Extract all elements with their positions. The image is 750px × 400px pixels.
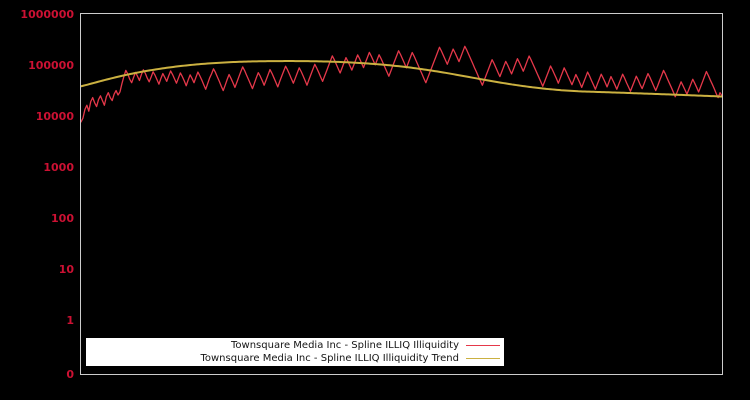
chart-legend: Townsquare Media Inc - Spline ILLIQ Illi…: [86, 338, 504, 366]
y-tick-label-1000000: 1000000: [20, 8, 74, 21]
legend-label-trend: Townsquare Media Inc - Spline ILLIQ Illi…: [200, 353, 459, 364]
y-tick-label-1000: 1000: [43, 161, 74, 174]
legend-swatch-trend-icon: [466, 358, 500, 359]
y-tick-label-1: 1: [66, 314, 74, 327]
illiquidity-trend-line: [81, 60, 722, 98]
legend-entry-series: Townsquare Media Inc - Spline ILLIQ Illi…: [231, 339, 500, 352]
series-canvas: [81, 45, 722, 123]
y-tick-label-10000: 10000: [35, 110, 74, 123]
legend-label-series: Townsquare Media Inc - Spline ILLIQ Illi…: [231, 340, 459, 351]
y-axis-tick-labels: 1000000 100000 10000 1000 100 10 1 0: [0, 0, 80, 400]
y-tick-label-100: 100: [51, 212, 74, 225]
y-tick-label-0: 0: [66, 368, 74, 381]
plot-area: [80, 13, 723, 375]
illiquidity-series-line: [81, 45, 722, 123]
legend-swatch-series-icon: [466, 345, 500, 346]
y-tick-label-100000: 100000: [28, 59, 74, 72]
legend-entry-trend: Townsquare Media Inc - Spline ILLIQ Illi…: [200, 352, 500, 365]
y-tick-label-10: 10: [58, 263, 74, 276]
